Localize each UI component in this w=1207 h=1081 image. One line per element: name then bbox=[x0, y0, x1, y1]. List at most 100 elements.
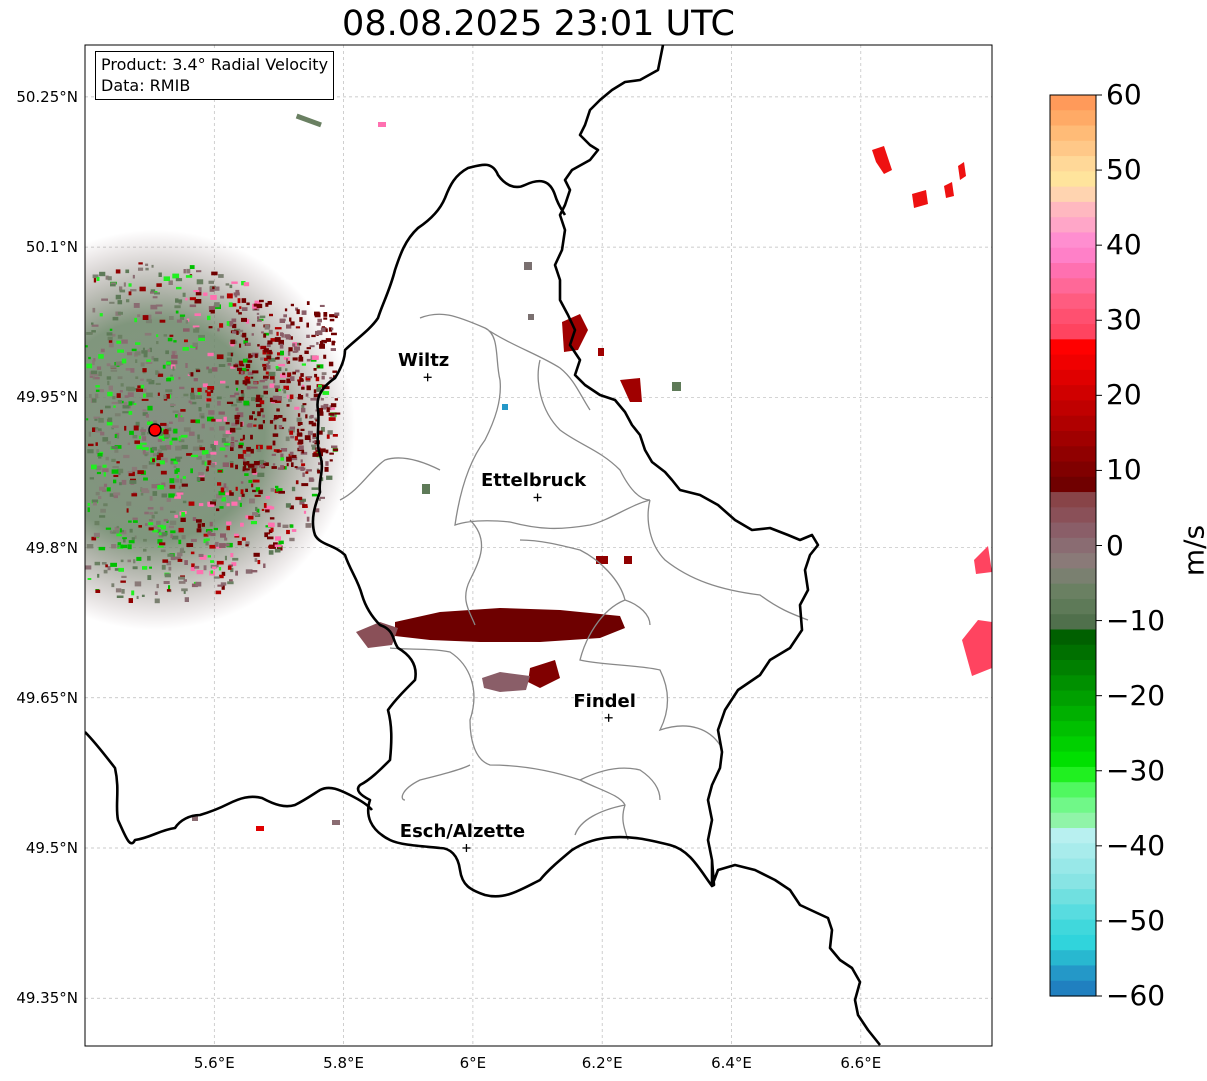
colorbar-tick-label: −30 bbox=[1106, 753, 1166, 787]
colorbar-segment bbox=[1050, 186, 1096, 203]
colorbar-segment bbox=[1050, 598, 1096, 615]
colorbar-segment bbox=[1050, 873, 1096, 890]
colorbar-tick-label: −50 bbox=[1106, 903, 1166, 937]
radar-site-marker bbox=[148, 423, 162, 437]
colorbar-segment bbox=[1050, 812, 1096, 829]
country-border bbox=[85, 45, 882, 1046]
colorbar-segment bbox=[1050, 553, 1096, 570]
colorbar-segment bbox=[1050, 125, 1096, 142]
colorbar-segment bbox=[1050, 324, 1096, 340]
lon-tick-label: 6°E bbox=[459, 1054, 487, 1072]
colorbar-segment bbox=[1050, 583, 1096, 600]
colorbar-tick-label: 40 bbox=[1106, 228, 1142, 262]
lon-tick-label: 5.8°E bbox=[323, 1054, 365, 1072]
data-source-line: Data: RMIB bbox=[101, 76, 191, 95]
echo-cell-south bbox=[528, 660, 560, 688]
city-label: Findel bbox=[573, 690, 636, 712]
colorbar-segment bbox=[1050, 400, 1096, 417]
lat-tick-label: 49.35°N bbox=[16, 989, 78, 1008]
colorbar-segment bbox=[1050, 293, 1096, 310]
colorbar-segment bbox=[1050, 919, 1096, 936]
colorbar-segment bbox=[1050, 446, 1096, 463]
colorbar-tick-label: −60 bbox=[1106, 979, 1166, 1012]
colorbar-segment bbox=[1050, 461, 1096, 478]
colorbar-segment bbox=[1050, 140, 1096, 157]
colorbar-segment bbox=[1050, 278, 1096, 295]
colorbar-segment bbox=[1050, 629, 1096, 646]
product-line: Product: 3.4° Radial Velocity bbox=[101, 55, 329, 74]
colorbar-segment bbox=[1050, 232, 1096, 249]
map-borders bbox=[85, 45, 882, 1046]
city-label: Wiltz bbox=[398, 350, 450, 372]
colorbar-segment bbox=[1050, 339, 1096, 356]
colorbar-tick-label: 50 bbox=[1106, 153, 1142, 187]
lon-tick-label: 6.4°E bbox=[711, 1054, 752, 1072]
colorbar-tick-label: 10 bbox=[1106, 453, 1142, 487]
echo-cell-south-grey bbox=[482, 672, 530, 692]
lat-tick-label: 49.5°N bbox=[25, 839, 78, 857]
colorbar-segment bbox=[1050, 110, 1096, 127]
colorbar-segment bbox=[1050, 889, 1096, 905]
colorbar-segment bbox=[1050, 644, 1096, 661]
colorbar-segment bbox=[1050, 660, 1096, 676]
colorbar-segment bbox=[1050, 308, 1096, 325]
lat-tick-label: 50.25°N bbox=[16, 87, 78, 106]
colorbar-segment bbox=[1050, 705, 1096, 722]
radar-echo-speckle bbox=[85, 262, 341, 604]
lat-tick-label: 49.65°N bbox=[16, 688, 78, 707]
colorbar-segment bbox=[1050, 354, 1096, 371]
colorbar-segment bbox=[1050, 568, 1096, 585]
plot-frame bbox=[84, 44, 993, 1047]
colorbar-segment bbox=[1050, 766, 1096, 783]
city-markers bbox=[423, 373, 613, 852]
colorbar-tick-label: 30 bbox=[1106, 303, 1142, 337]
colorbar-segment bbox=[1050, 904, 1096, 921]
lon-tick-label: 6.2°E bbox=[581, 1054, 623, 1072]
echo-cell-east-edge bbox=[962, 546, 992, 676]
colorbar-segment bbox=[1050, 95, 1096, 111]
colorbar bbox=[1050, 95, 1096, 997]
colorbar-segment bbox=[1050, 537, 1096, 554]
district-borders bbox=[339, 313, 809, 841]
colorbar-segment bbox=[1050, 614, 1096, 631]
colorbar-segment bbox=[1050, 247, 1096, 264]
echo-band bbox=[395, 608, 625, 642]
echo-cell-ne bbox=[872, 146, 966, 208]
radar-echoes bbox=[85, 113, 992, 831]
colorbar-tick-label: 20 bbox=[1106, 378, 1142, 412]
map-title: 08.08.2025 23:01 UTC bbox=[342, 4, 735, 44]
colorbar-segment bbox=[1050, 385, 1096, 402]
colorbar-segment bbox=[1050, 262, 1096, 279]
colorbar-segment bbox=[1050, 736, 1096, 753]
city-label: Esch/Alzette bbox=[399, 821, 526, 842]
colorbar-segment bbox=[1050, 369, 1096, 386]
colorbar-segment bbox=[1050, 201, 1096, 218]
colorbar-unit-label: m/s bbox=[1177, 524, 1207, 577]
colorbar-segment bbox=[1050, 415, 1096, 432]
colorbar-segment bbox=[1050, 843, 1096, 860]
colorbar-tick-marks bbox=[1096, 94, 1102, 997]
colorbar-tick-label: −20 bbox=[1106, 678, 1166, 712]
city-label: Ettelbruck bbox=[480, 470, 587, 492]
colorbar-segment bbox=[1050, 828, 1096, 844]
colorbar-segment bbox=[1050, 492, 1096, 508]
city-marker bbox=[462, 844, 471, 852]
colorbar-segment bbox=[1050, 950, 1096, 967]
lat-tick-label: 50.1°N bbox=[25, 238, 78, 257]
colorbar-segment bbox=[1050, 721, 1096, 737]
colorbar-segment bbox=[1050, 782, 1096, 799]
colorbar-tick-label: 60 bbox=[1106, 78, 1142, 111]
colorbar-segment bbox=[1050, 690, 1096, 707]
colorbar-segment bbox=[1050, 476, 1096, 493]
colorbar-segment bbox=[1050, 675, 1096, 692]
product-info-box: Product: 3.4° Radial Velocity Data: RMIB bbox=[95, 51, 335, 100]
lon-tick-label: 6.6°E bbox=[840, 1054, 882, 1072]
echo-cell-misc bbox=[192, 113, 681, 831]
city-marker bbox=[533, 493, 542, 502]
colorbar-segment bbox=[1050, 171, 1096, 188]
colorbar-segment bbox=[1050, 430, 1096, 447]
colorbar-segment bbox=[1050, 858, 1096, 875]
lon-tick-label: 5.6°E bbox=[193, 1054, 235, 1072]
lat-tick-label: 49.95°N bbox=[16, 388, 78, 407]
